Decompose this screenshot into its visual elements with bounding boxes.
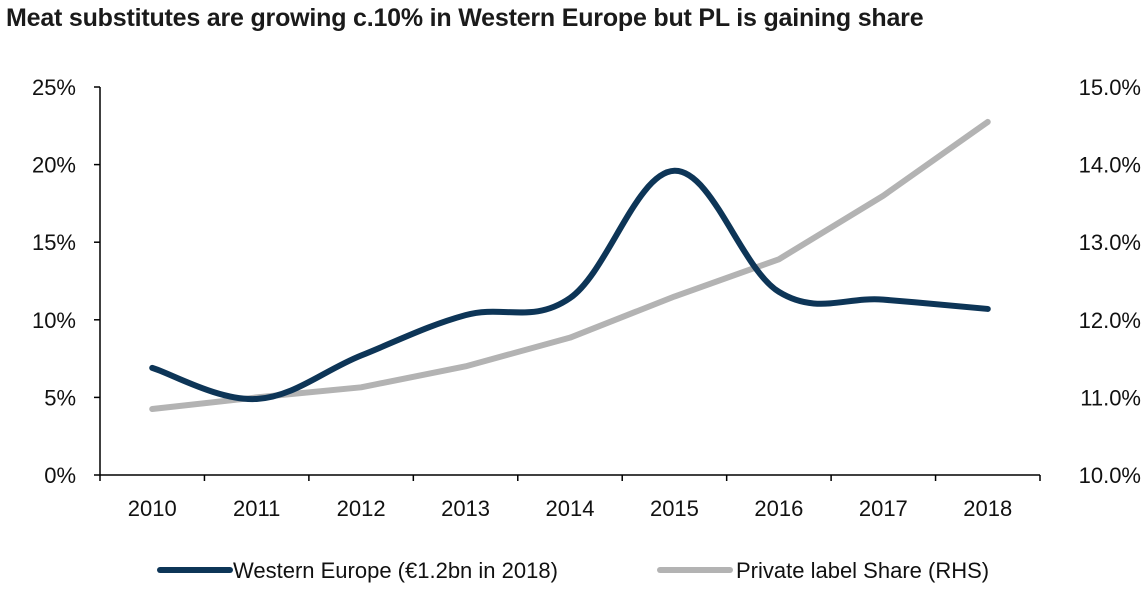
y-right-tick-label: 11.0% <box>1080 385 1141 410</box>
legend-item-western-europe-label: Western Europe (€1.2bn in 2018) <box>233 558 558 583</box>
y-left-tick-label: 25% <box>32 75 76 100</box>
series-layer <box>149 118 991 413</box>
x-tick-label: 2012 <box>337 496 386 521</box>
y-left-tick-label: 20% <box>32 153 76 178</box>
x-tick-label: 2010 <box>128 496 177 521</box>
x-tick-label: 2018 <box>963 496 1012 521</box>
chart-title: Meat substitutes are growing c.10% in We… <box>6 4 924 32</box>
y-right-tick-label: 12.0% <box>1079 308 1141 333</box>
y-right-tick-label: 14.0% <box>1079 153 1141 178</box>
x-tick-label: 2013 <box>441 496 490 521</box>
x-tick-label: 2011 <box>233 496 280 521</box>
y-right-tick-label: 15.0% <box>1079 75 1141 100</box>
y-left-tick-label: 0% <box>44 463 76 488</box>
x-tick-label: 2016 <box>754 496 803 521</box>
x-tick-label: 2014 <box>546 496 595 521</box>
axes: 0% 5% 10% 15% 20% 25% 10.0% 11.0% 12.0% 13.0% 14.0… <box>32 75 1141 521</box>
legend: Western Europe (€1.2bn in 2018) Private l… <box>157 558 989 583</box>
y-right-tick-label: 13.0% <box>1079 230 1141 255</box>
y-right-tick-label: 10.0% <box>1079 463 1141 488</box>
y-left-tick-label: 10% <box>32 308 76 333</box>
y-left-tick-label: 5% <box>44 385 76 410</box>
series-line-western-europe <box>149 167 991 402</box>
legend-item-private-label-share-label: Private label Share (RHS) <box>736 558 989 583</box>
y-left-tick-label: 15% <box>32 230 76 255</box>
x-tick-label: 2015 <box>650 496 699 521</box>
x-tick-label: 2017 <box>859 496 908 521</box>
series-line-private-label-share <box>149 118 991 413</box>
